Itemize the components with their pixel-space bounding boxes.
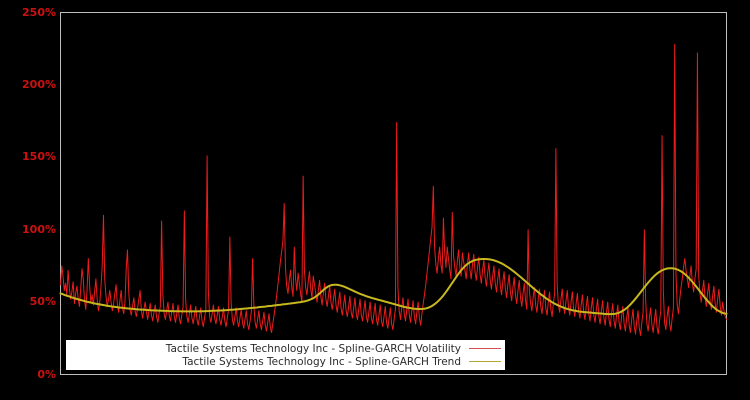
y-axis-tick-label: 50% bbox=[29, 295, 56, 309]
y-axis-tick-label: 100% bbox=[22, 222, 56, 236]
legend-swatch-trend bbox=[469, 357, 501, 367]
legend-item-trend: Tactile Systems Technology Inc - Spline-… bbox=[66, 355, 505, 368]
legend-item-volatility: Tactile Systems Technology Inc - Spline-… bbox=[66, 342, 505, 355]
y-axis-tick-label: 200% bbox=[22, 77, 56, 91]
series-line-trend bbox=[59, 257, 728, 316]
y-axis-tick-labels: 0% 50% 100% 150% 200% 250% bbox=[0, 0, 56, 400]
y-axis-tick-label: 0% bbox=[37, 367, 56, 381]
series-line-volatility bbox=[60, 43, 727, 336]
plot-axes-frame bbox=[60, 12, 727, 375]
series-layer bbox=[59, 43, 728, 336]
legend-label-volatility: Tactile Systems Technology Inc - Spline-… bbox=[165, 342, 461, 355]
legend-swatch-volatility bbox=[469, 344, 501, 354]
legend-label-trend: Tactile Systems Technology Inc - Spline-… bbox=[182, 355, 461, 368]
y-axis-tick-label: 250% bbox=[22, 5, 56, 19]
y-axis-tick-label: 150% bbox=[22, 150, 56, 164]
chart-legend: Tactile Systems Technology Inc - Spline-… bbox=[66, 340, 505, 370]
